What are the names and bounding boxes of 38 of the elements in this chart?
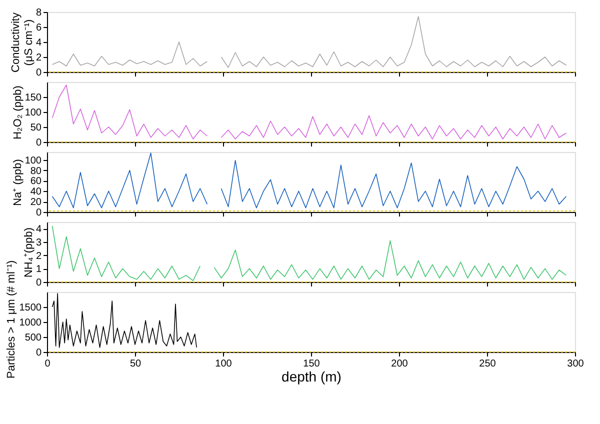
y-tick-label: 150: [24, 92, 42, 104]
y-tick-label: 0: [36, 278, 42, 288]
y-axis-title: Conductivity (μS cm⁻¹): [10, 12, 35, 72]
y-axis-title: Particles > 1 μm (# ml⁻¹): [5, 260, 18, 378]
y-tick-label: 500: [24, 332, 42, 344]
y-tick-label: 100: [24, 108, 42, 118]
y-axis-title: NH₄⁺(ppb): [22, 227, 35, 278]
x-tick-label: 100: [215, 358, 232, 370]
y-axis-title: H₂O₂ (ppb): [12, 86, 24, 140]
y-tick-label: 80: [30, 166, 42, 177]
y-axis-title: Na⁺ (ppb): [12, 159, 24, 206]
x-tick-label: 300: [567, 358, 584, 370]
y-tick-label: 1000: [19, 318, 42, 328]
x-axis-title: depth (m): [282, 368, 342, 384]
y-tick-label: 3: [36, 238, 42, 248]
line-series: [52, 293, 197, 348]
y-tick-label: 100: [24, 155, 42, 166]
y-tick-label: 4: [36, 224, 42, 236]
y-tick-label: 1: [36, 264, 42, 276]
y-tick-label: 20: [30, 197, 42, 208]
x-tick-label: 0: [44, 358, 51, 370]
y-tick-label: 0: [36, 68, 42, 78]
y-tick-label: 2: [36, 52, 42, 64]
x-tick-label: 200: [391, 358, 408, 370]
y-tick-label: 0: [36, 208, 42, 218]
y-tick-label: 0: [36, 348, 42, 358]
y-tick-label: 2: [36, 250, 42, 262]
y-tick-label: 60: [30, 176, 42, 188]
y-tick-label: 40: [30, 186, 42, 198]
y-tick-label: 4: [36, 38, 42, 48]
y-tick-label: 50: [30, 122, 42, 134]
y-tick-label: 0: [36, 138, 42, 148]
y-tick-label: 1500: [19, 302, 42, 314]
x-tick-label: 150: [303, 358, 320, 370]
x-tick-label: 50: [130, 358, 142, 370]
y-tick-label: 8: [36, 8, 42, 18]
x-tick-label: 250: [479, 358, 496, 370]
y-tick-label: 6: [36, 22, 42, 34]
